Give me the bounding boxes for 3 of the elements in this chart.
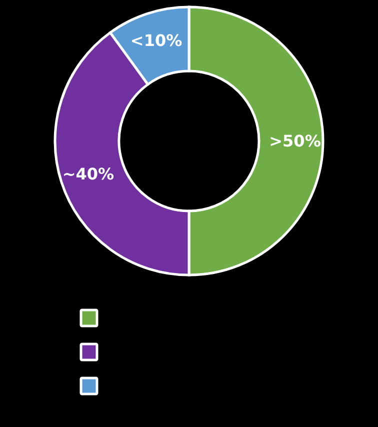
data-label: <10% [130, 30, 182, 50]
data-label: >50% [269, 132, 321, 151]
data-label: ~40% [62, 164, 114, 184]
